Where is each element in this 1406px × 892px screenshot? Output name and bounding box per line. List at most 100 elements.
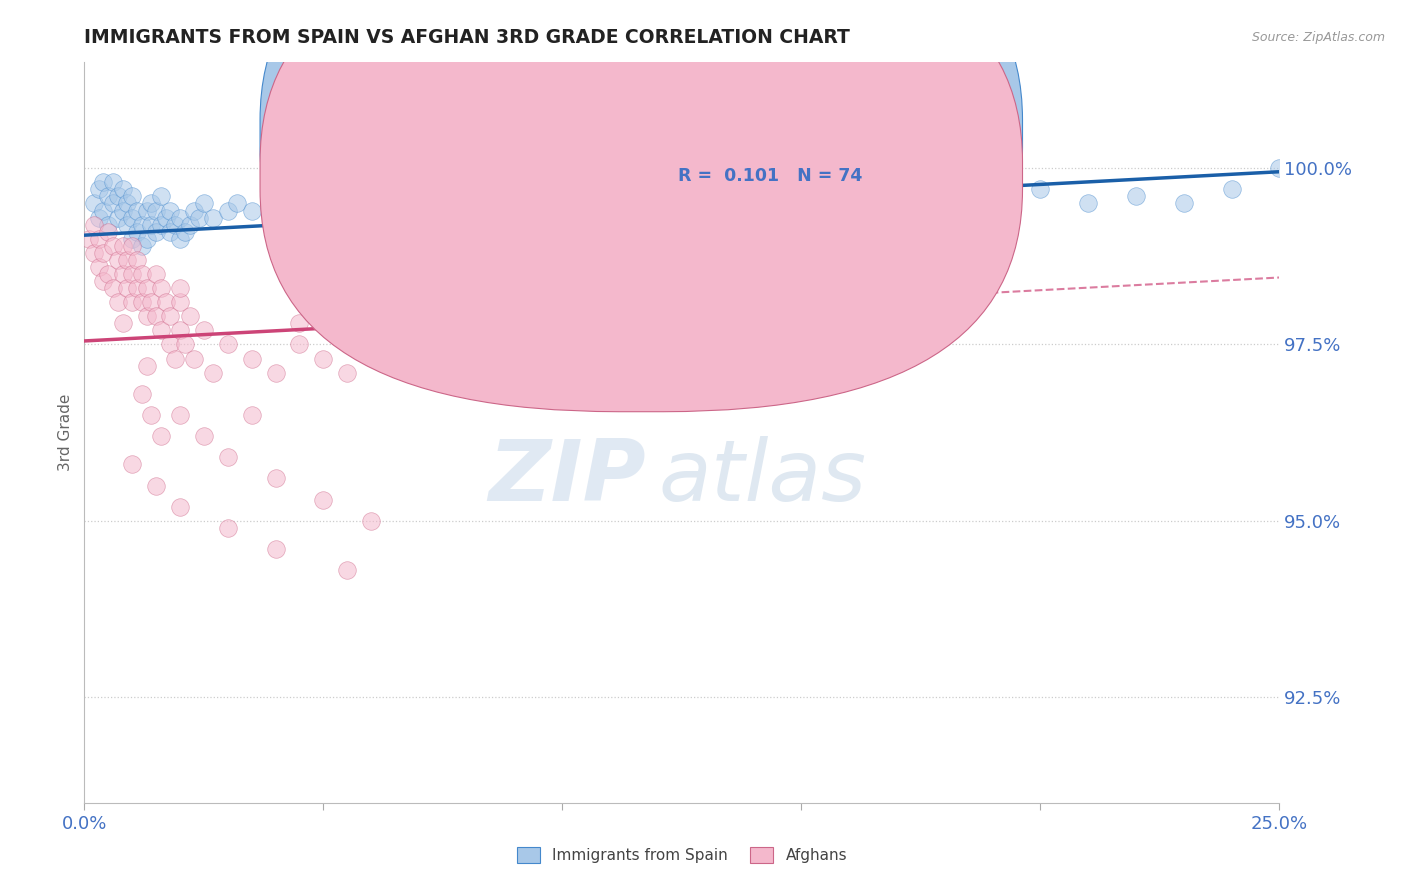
Point <box>121 189 143 203</box>
Point <box>217 450 239 465</box>
Point <box>981 189 1004 203</box>
Point <box>503 189 526 203</box>
Text: atlas: atlas <box>658 435 866 518</box>
Point <box>179 310 201 324</box>
Point <box>193 429 215 443</box>
Point <box>1173 196 1195 211</box>
Point <box>159 337 181 351</box>
Point <box>135 203 157 218</box>
Point <box>131 239 153 253</box>
Point <box>121 295 143 310</box>
Point <box>165 218 187 232</box>
Point <box>360 514 382 528</box>
Point <box>165 351 187 366</box>
Point <box>1220 182 1243 196</box>
Point <box>121 267 143 281</box>
Point <box>111 316 134 330</box>
Point <box>121 232 143 246</box>
Point <box>125 252 148 267</box>
Point <box>77 232 100 246</box>
Point <box>217 203 239 218</box>
Point <box>93 274 115 288</box>
Point <box>135 281 157 295</box>
Point <box>360 337 382 351</box>
Point <box>312 203 335 218</box>
Point <box>312 492 335 507</box>
Point <box>159 225 181 239</box>
Point <box>1125 189 1147 203</box>
Point <box>145 478 167 492</box>
Point <box>117 196 139 211</box>
Y-axis label: 3rd Grade: 3rd Grade <box>58 394 73 471</box>
Point <box>838 189 860 203</box>
Point <box>117 281 139 295</box>
Point <box>87 182 110 196</box>
Point <box>742 182 765 196</box>
Point <box>155 295 177 310</box>
Point <box>288 337 311 351</box>
Point <box>101 175 124 189</box>
Point <box>97 189 120 203</box>
Point <box>169 232 191 246</box>
Point <box>121 239 143 253</box>
Point <box>336 563 359 577</box>
Point <box>131 218 153 232</box>
Point <box>169 281 191 295</box>
Point <box>141 295 163 310</box>
Point <box>173 225 195 239</box>
Point <box>101 281 124 295</box>
Point <box>107 295 129 310</box>
Point <box>183 351 205 366</box>
Point <box>264 366 287 380</box>
Point <box>155 211 177 225</box>
Point <box>288 316 311 330</box>
Point <box>111 239 134 253</box>
Point <box>107 252 129 267</box>
Point <box>117 252 139 267</box>
Point <box>384 196 406 211</box>
FancyBboxPatch shape <box>260 0 1022 370</box>
Point <box>240 351 263 366</box>
Point <box>240 203 263 218</box>
Point <box>131 267 153 281</box>
Point <box>240 408 263 422</box>
Point <box>97 225 120 239</box>
Point <box>169 323 191 337</box>
Point <box>384 267 406 281</box>
Point <box>111 203 134 218</box>
Point <box>125 281 148 295</box>
Point <box>107 189 129 203</box>
Point <box>336 196 359 211</box>
Point <box>93 245 115 260</box>
Text: R = 0.450   N = 71: R = 0.450 N = 71 <box>678 125 856 143</box>
Point <box>1077 196 1099 211</box>
Point <box>141 408 163 422</box>
Legend: Immigrants from Spain, Afghans: Immigrants from Spain, Afghans <box>510 841 853 869</box>
Point <box>159 310 181 324</box>
Text: R =  0.101   N = 74: R = 0.101 N = 74 <box>678 167 863 185</box>
Point <box>141 218 163 232</box>
Point <box>101 196 124 211</box>
Point <box>149 189 172 203</box>
Point <box>169 500 191 514</box>
Point <box>226 196 249 211</box>
Point <box>107 211 129 225</box>
FancyBboxPatch shape <box>260 0 1022 412</box>
Point <box>312 351 335 366</box>
Point <box>159 203 181 218</box>
Point <box>408 366 430 380</box>
Point <box>117 218 139 232</box>
Point <box>141 196 163 211</box>
Point <box>202 366 225 380</box>
Point <box>93 175 115 189</box>
Point <box>101 239 124 253</box>
Point <box>97 218 120 232</box>
Point <box>695 189 717 203</box>
Point <box>336 366 359 380</box>
Point <box>131 387 153 401</box>
Text: Source: ZipAtlas.com: Source: ZipAtlas.com <box>1251 31 1385 45</box>
Point <box>456 344 478 359</box>
Point <box>169 408 191 422</box>
Point <box>173 337 195 351</box>
Point <box>456 189 478 203</box>
